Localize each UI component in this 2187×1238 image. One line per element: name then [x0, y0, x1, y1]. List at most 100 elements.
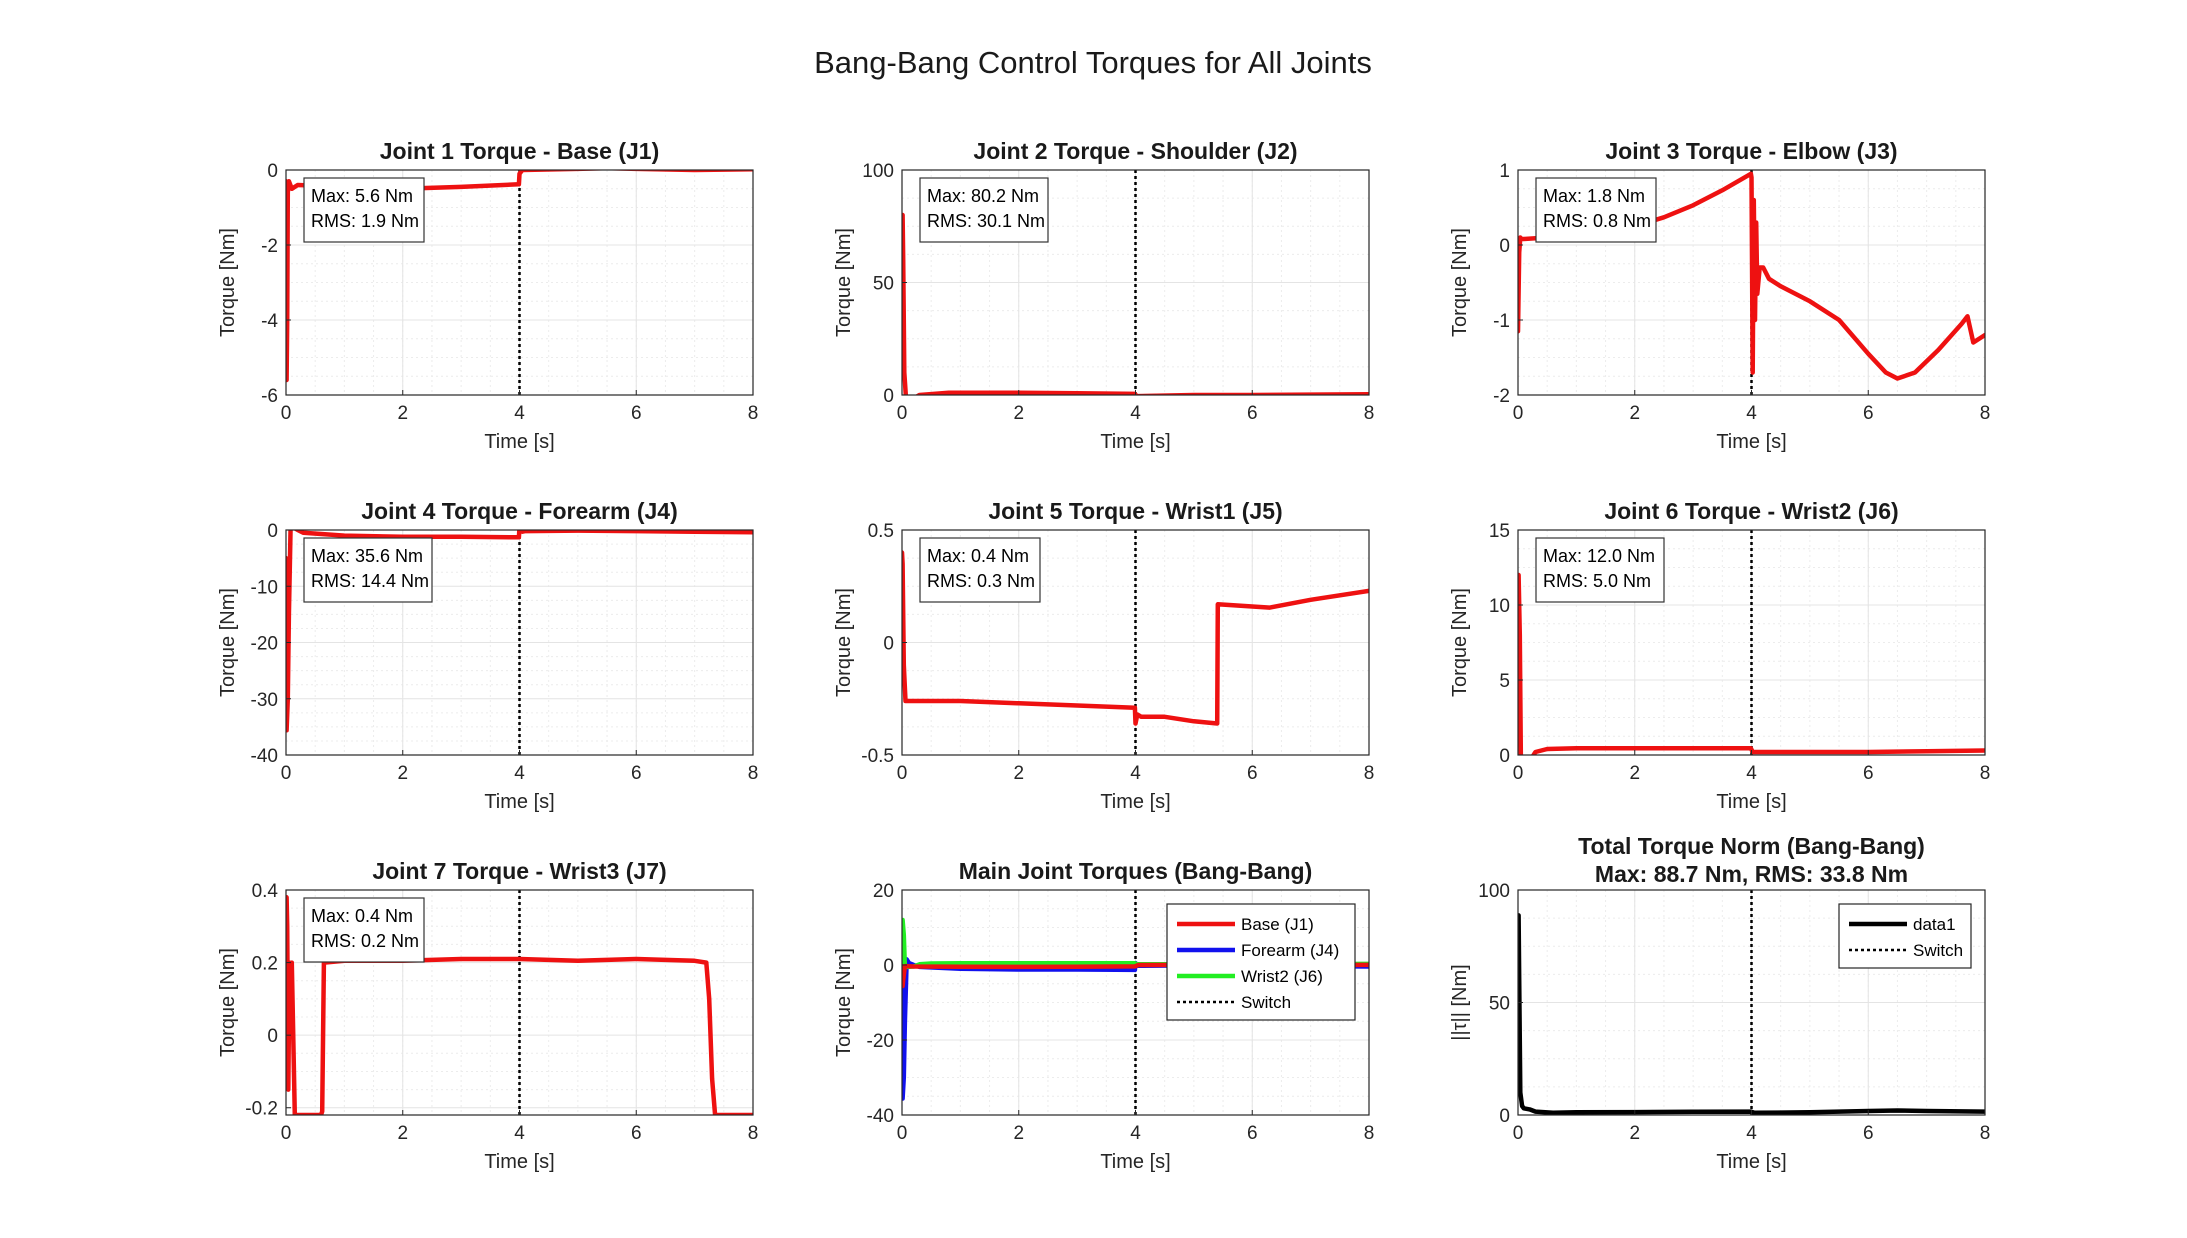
stats-text: Max: 12.0 Nm [1543, 546, 1655, 566]
y-tick-label: 0 [1499, 236, 1510, 257]
x-tick-label: 4 [1130, 1123, 1141, 1144]
y-tick-label: -20 [251, 634, 278, 655]
y-tick-label: 0.2 [252, 954, 278, 975]
stats-text: RMS: 5.0 Nm [1543, 571, 1651, 591]
x-tick-label: 2 [1629, 763, 1640, 784]
y-tick-label: 0 [267, 1026, 278, 1047]
y-tick-label: 0 [1499, 1106, 1510, 1127]
subplot-title: Total Torque Norm (Bang-Bang) [1578, 833, 1925, 859]
y-tick-label: 50 [1489, 994, 1510, 1015]
x-tick-label: 2 [1013, 763, 1024, 784]
x-tick-label: 0 [1513, 403, 1524, 424]
y-tick-label: -10 [251, 577, 278, 598]
stats-text: Max: 80.2 Nm [927, 186, 1039, 206]
subplot-3: 0 2 4 6 8 -2 -1 0 1 Time [s] Torque [Nm] Joint 3 To… [1449, 138, 1990, 453]
x-tick-label: 0 [281, 403, 292, 424]
legend-label: Base (J1) [1241, 915, 1314, 934]
x-tick-label: 6 [1247, 763, 1258, 784]
series-group [902, 550, 1369, 726]
x-tick-label: 0 [897, 403, 908, 424]
x-tick-label: 6 [631, 403, 642, 424]
x-axis-label: Time [s] [1100, 1151, 1170, 1173]
stats-text: Max: 0.4 Nm [311, 906, 413, 926]
stats-text: RMS: 0.3 Nm [927, 571, 1035, 591]
stats-box [1535, 537, 1665, 603]
x-tick-label: 4 [1130, 403, 1141, 424]
x-tick-label: 8 [748, 1123, 759, 1144]
x-tick-label: 4 [514, 763, 525, 784]
legend-label: Switch [1241, 993, 1291, 1012]
y-axis-label: Torque [Nm] [833, 948, 855, 1057]
subplot-title: Joint 4 Torque - Forearm (J4) [361, 498, 678, 524]
subplot-8: 0 2 4 6 8 -40 -20 0 20 Time [s] Torque [Nm] Main Jo… [833, 858, 1374, 1173]
stats-text: RMS: 0.2 Nm [311, 931, 419, 951]
stats-text: RMS: 0.8 Nm [1543, 211, 1651, 231]
series-line-red [902, 550, 1369, 726]
y-tick-label: -30 [251, 690, 278, 711]
series-group [902, 212, 1369, 395]
x-tick-label: 4 [1746, 403, 1757, 424]
stats-box [919, 177, 1049, 243]
y-axis-label: Torque [Nm] [217, 948, 239, 1057]
subplot-title: Joint 7 Torque - Wrist3 (J7) [372, 858, 666, 884]
legend-label: Forearm (J4) [1241, 941, 1339, 960]
x-tick-label: 8 [1364, 1123, 1375, 1144]
subplot-9: 0 2 4 6 8 0 50 100 Time [s] ||τ|| [Nm] Total Torqu… [1449, 833, 1990, 1173]
y-axis-label: Torque [Nm] [217, 588, 239, 697]
series-line-red [286, 170, 753, 383]
y-tick-label: -0.5 [861, 746, 894, 767]
x-tick-label: 0 [281, 763, 292, 784]
y-tick-label: -40 [251, 746, 278, 767]
y-tick-label: 0 [267, 521, 278, 542]
series-line-red [1518, 572, 1985, 755]
x-tick-label: 2 [1013, 403, 1024, 424]
y-tick-label: -1 [1493, 311, 1510, 332]
y-axis-label: Torque [Nm] [1449, 228, 1471, 337]
x-tick-label: 8 [1980, 1123, 1991, 1144]
x-tick-label: 8 [748, 403, 759, 424]
x-tick-label: 8 [1364, 403, 1375, 424]
subplot-subtitle: Max: 88.7 Nm, RMS: 33.8 Nm [1595, 861, 1908, 887]
x-tick-label: 6 [1247, 403, 1258, 424]
y-tick-label: -6 [261, 386, 278, 407]
stats-text: Max: 1.8 Nm [1543, 186, 1645, 206]
subplot-1: 0 2 4 6 8 -6 -4 -2 0 Time [s] Torque [Nm] Joint 1 T… [217, 138, 758, 453]
x-tick-label: 4 [514, 1123, 525, 1144]
x-axis-label: Time [s] [1100, 791, 1170, 813]
x-axis-label: Time [s] [1716, 791, 1786, 813]
legend-label: Wrist2 (J6) [1241, 967, 1323, 986]
subplot-title: Joint 6 Torque - Wrist2 (J6) [1604, 498, 1898, 524]
x-tick-label: 2 [397, 1123, 408, 1144]
y-tick-label: 0 [883, 386, 894, 407]
stats-text: RMS: 30.1 Nm [927, 211, 1045, 231]
legend-label: data1 [1913, 915, 1956, 934]
x-tick-label: 0 [281, 1123, 292, 1144]
subplot-2: 0 2 4 6 8 0 50 100 Time [s] Torque [Nm] Joint 2 To… [833, 138, 1374, 453]
stats-text: Max: 0.4 Nm [927, 546, 1029, 566]
x-tick-label: 4 [1746, 763, 1757, 784]
y-tick-label: 0.4 [252, 881, 279, 902]
y-axis-label: Torque [Nm] [833, 588, 855, 697]
figure-title: Bang-Bang Control Torques for All Joints [814, 45, 1372, 80]
y-tick-label: -2 [1493, 386, 1510, 407]
series-line-red [902, 212, 1369, 395]
x-axis-label: Time [s] [1716, 1151, 1786, 1173]
x-tick-label: 0 [1513, 763, 1524, 784]
y-tick-label: -20 [867, 1031, 894, 1052]
y-tick-label: 100 [1478, 881, 1510, 902]
x-tick-label: 6 [631, 763, 642, 784]
series-group [1518, 572, 1985, 755]
x-axis-label: Time [s] [1100, 431, 1170, 453]
x-tick-label: 4 [514, 403, 525, 424]
x-tick-label: 8 [748, 763, 759, 784]
x-tick-label: 8 [1364, 763, 1375, 784]
y-tick-label: 1 [1499, 161, 1510, 182]
subplot-title: Main Joint Torques (Bang-Bang) [959, 858, 1313, 884]
x-tick-label: 6 [1863, 403, 1874, 424]
x-tick-label: 2 [397, 763, 408, 784]
stats-text: RMS: 14.4 Nm [311, 571, 429, 591]
x-tick-label: 8 [1980, 403, 1991, 424]
